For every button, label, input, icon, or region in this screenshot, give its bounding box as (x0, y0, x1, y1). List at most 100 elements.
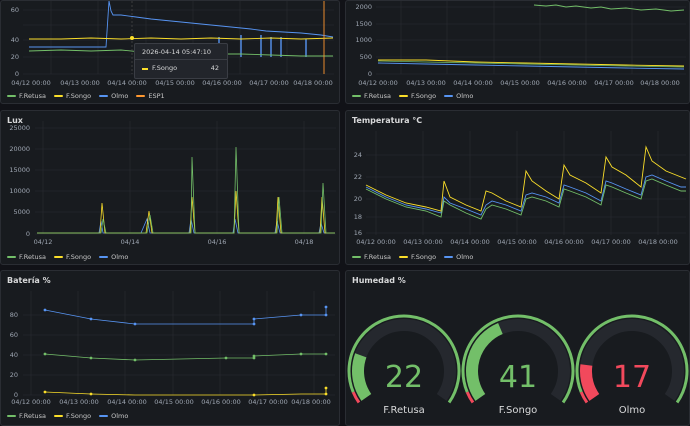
legend-item[interactable]: Olmo (99, 92, 128, 100)
y-tick: 20 (10, 371, 18, 379)
legend-item[interactable]: F.Retusa (7, 92, 46, 100)
legend: F.Retusa F.Songo Olmo (352, 92, 473, 100)
gauge-threshold-ok (347, 314, 461, 404)
panel-bateria: Batería % 80 60 40 20 0 04/12 00:00 04/1… (0, 270, 340, 426)
x-tick: 04/12 00:00 (11, 398, 51, 406)
y-tick: 20000 (9, 145, 30, 153)
y-tick: 0 (368, 70, 372, 78)
series-olmo (37, 217, 335, 234)
series-retusa (37, 146, 335, 234)
legend-item[interactable]: Olmo (444, 253, 473, 261)
gauge-value-arc (352, 353, 372, 401)
x-tick: 04/12 00:00 (358, 79, 398, 87)
y-tick: 22 (354, 173, 362, 181)
x-tick: 04/17 00:00 (591, 238, 631, 246)
gauge-threshold-ok (575, 314, 689, 404)
gauge-threshold-low (465, 391, 475, 404)
y-tick: 16 (354, 229, 362, 237)
legend-item[interactable]: F.Songo (54, 92, 91, 100)
series-olmo (365, 174, 686, 216)
legend-item[interactable]: ESP1 (136, 92, 165, 100)
top-left-chart: 60 40 20 0 04/12 00:00 04/13 00:00 04/14… (11, 1, 334, 87)
series-retusa (533, 4, 685, 12)
x-tick: 04/15 00:00 (500, 79, 540, 87)
panel-title: Humedad % (352, 276, 406, 285)
legend-item[interactable]: F.Retusa (352, 92, 391, 100)
x-tick: 04/15 00:00 (154, 398, 194, 406)
panel-top-left: 60 40 20 0 04/12 00:00 04/13 00:00 04/14… (0, 0, 340, 104)
gauge-label: Olmo (619, 405, 646, 416)
x-tick: 04/18 00:00 (640, 79, 680, 87)
y-tick: 25000 (9, 124, 30, 132)
series-songo (44, 388, 327, 396)
legend-item[interactable]: F.Retusa (7, 253, 46, 261)
x-tick: 04/18 00:00 (291, 398, 331, 406)
y-tick: 5000 (13, 208, 30, 216)
x-tick: 04/15 00:00 (155, 79, 195, 87)
y-tick: 1000 (355, 36, 372, 44)
x-tick: 04/16 00:00 (544, 238, 584, 246)
legend-item[interactable]: F.Retusa (7, 412, 46, 420)
x-tick: 04/14 00:00 (450, 238, 490, 246)
temp-chart: 24 22 20 18 16 04/12 00:00 04/13 00:00 0… (354, 131, 687, 246)
gauge-label: F.Retusa (383, 405, 425, 416)
tooltip-value: 42 (210, 64, 219, 72)
series-olmo (44, 307, 327, 325)
y-tick: 60 (11, 6, 19, 14)
legend-item[interactable]: F.Songo (399, 253, 436, 261)
y-tick: 20 (11, 53, 19, 61)
legend-item[interactable]: Olmo (444, 92, 473, 100)
panel-temperatura: Temperatura °C 24 22 20 18 16 04/12 00:0… (345, 110, 690, 265)
panel-title: Batería % (7, 276, 51, 285)
y-tick: 0 (15, 70, 19, 78)
chart-tooltip: 2026-04-14 05:47:10 F.Songo 42 (134, 43, 228, 79)
x-tick: 04/16 (208, 238, 227, 246)
x-tick: 04/18 00:00 (293, 79, 333, 87)
series-retusa (44, 353, 327, 361)
panel-title: Temperatura °C (352, 116, 423, 125)
gauge-value: 41 (499, 360, 537, 395)
x-tick: 04/14 00:00 (453, 79, 493, 87)
legend-item[interactable]: Olmo (99, 253, 128, 261)
x-tick: 04/14 (121, 238, 140, 246)
tooltip-time: 2026-04-14 05:47:10 (142, 48, 212, 56)
x-tick: 04/14 00:00 (107, 79, 147, 87)
lux-chart: 25000 20000 15000 10000 5000 0 04/12 04/… (9, 121, 336, 246)
series-olmo (377, 62, 685, 70)
legend: F.Retusa F.Songo Olmo ESP1 (7, 92, 165, 100)
legend-item[interactable]: F.Retusa (352, 253, 391, 261)
y-tick: 80 (10, 311, 18, 319)
legend: F.Retusa F.Songo Olmo (352, 253, 473, 261)
gauge-threshold-low (351, 391, 361, 404)
tooltip-series: F.Songo (152, 64, 178, 72)
legend-item[interactable]: F.Songo (399, 92, 436, 100)
x-tick: 04/16 00:00 (202, 79, 242, 87)
y-tick: 500 (360, 53, 372, 61)
series-songo (29, 37, 334, 40)
gauge-label: F.Songo (499, 405, 538, 416)
legend-item[interactable]: F.Songo (54, 412, 91, 420)
x-tick: 04/16 00:00 (201, 398, 241, 406)
x-tick: 04/17 00:00 (594, 79, 634, 87)
x-tick: 04/18 (295, 238, 314, 246)
y-tick: 0 (26, 230, 30, 238)
gauge-threshold-low (579, 391, 589, 404)
panel-lux: Lux 25000 20000 15000 10000 5000 0 04/12… (0, 110, 340, 265)
y-tick: 10000 (9, 187, 30, 195)
x-tick: 04/12 00:00 (11, 79, 51, 87)
gauge-value-arc (580, 364, 600, 401)
series-olmo (29, 1, 334, 48)
humedad-gauges: 22 F.Retusa 41 F.Songo 17 Olmo (347, 314, 689, 416)
x-tick: 04/17 00:00 (248, 398, 288, 406)
x-tick: 04/16 00:00 (547, 79, 587, 87)
panel-humedad: Humedad % 22 F.Retusa 41 F.Songo 17 Olmo (345, 270, 690, 426)
series-songo (365, 145, 687, 212)
gauge-value: 22 (385, 360, 423, 395)
legend: F.Retusa F.Songo Olmo (7, 412, 128, 420)
series-songo (378, 59, 685, 67)
x-tick: 04/15 00:00 (497, 238, 537, 246)
legend-item[interactable]: F.Songo (54, 253, 91, 261)
y-tick: 24 (354, 151, 362, 159)
legend-item[interactable]: Olmo (99, 412, 128, 420)
y-tick: 15000 (9, 166, 30, 174)
